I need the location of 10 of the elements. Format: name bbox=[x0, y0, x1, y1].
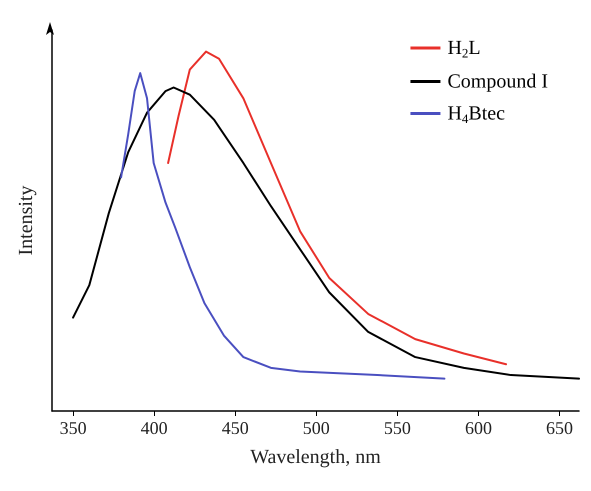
x-tick-label: 400 bbox=[140, 418, 168, 438]
x-axis-title: Wavelength, nm bbox=[250, 446, 382, 468]
legend-label: Compound I bbox=[447, 70, 548, 92]
y-axis-title: Intensity bbox=[15, 186, 37, 256]
x-tick-label: 600 bbox=[464, 418, 492, 438]
x-tick-label: 450 bbox=[222, 418, 249, 438]
x-tick-label: 550 bbox=[384, 418, 411, 438]
x-tick-label: 650 bbox=[546, 418, 574, 438]
x-tick-label: 350 bbox=[60, 418, 87, 438]
x-tick-label: 500 bbox=[302, 418, 330, 438]
